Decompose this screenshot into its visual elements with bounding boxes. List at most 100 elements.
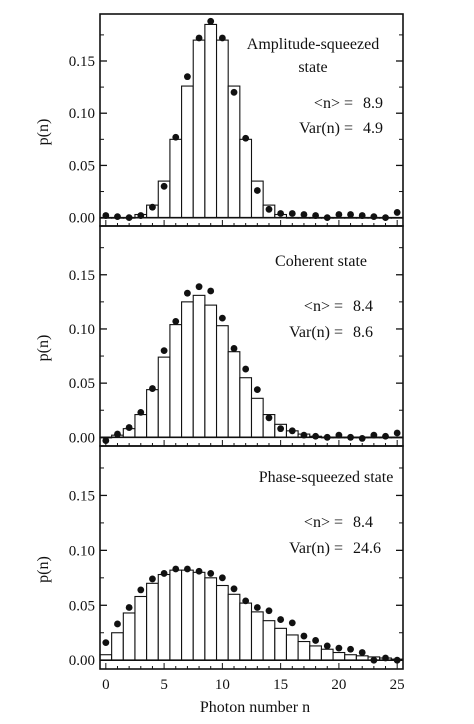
- data-point: [184, 73, 191, 81]
- y-tick-label: 0.05: [69, 376, 95, 392]
- data-point: [253, 187, 261, 194]
- data-point: [102, 639, 110, 647]
- data-point: [218, 34, 226, 42]
- panel-title: Amplitude-squeezed: [247, 36, 379, 53]
- data-point: [358, 212, 366, 219]
- bar: [204, 23, 218, 219]
- bar: [122, 612, 136, 661]
- mean-label: <n> =: [304, 298, 343, 315]
- x-axis-label: Photon number n: [200, 699, 310, 716]
- data-point: [207, 287, 215, 295]
- bar: [157, 356, 171, 438]
- data-point: [172, 565, 180, 573]
- data-point: [242, 134, 250, 142]
- data-point: [125, 604, 133, 611]
- data-point: [323, 433, 331, 441]
- bar: [215, 325, 229, 438]
- data-point: [125, 214, 133, 222]
- bar: [146, 389, 159, 438]
- mean-label: <n> =: [314, 95, 353, 112]
- data-point: [312, 432, 319, 440]
- data-point: [149, 385, 156, 392]
- data-point: [370, 656, 378, 664]
- bar: [250, 611, 264, 661]
- bar: [192, 571, 206, 661]
- data-point: [218, 314, 226, 322]
- x-tick-label: 20: [331, 677, 346, 693]
- bar: [274, 627, 288, 661]
- bar: [111, 632, 124, 661]
- data-point: [312, 212, 319, 219]
- data-point: [393, 209, 401, 216]
- data-point: [393, 429, 401, 437]
- bar: [215, 584, 229, 661]
- bar: [204, 577, 218, 661]
- data-point: [230, 585, 238, 593]
- data-point: [288, 427, 296, 435]
- data-point: [114, 620, 121, 628]
- data-point: [347, 433, 354, 441]
- y-tick-label: 0.00: [69, 653, 95, 669]
- x-tick-label: 25: [390, 677, 405, 693]
- data-point: [125, 424, 133, 431]
- y-tick-label: 0.10: [69, 106, 95, 122]
- data-point: [335, 644, 343, 652]
- data-point: [149, 575, 156, 583]
- data-point: [288, 210, 296, 217]
- mean-label: <n> =: [304, 514, 343, 531]
- bar: [192, 294, 206, 438]
- data-point: [300, 632, 308, 640]
- data-point: [277, 425, 285, 433]
- data-point: [277, 616, 285, 623]
- bar: [227, 593, 241, 661]
- bar: [181, 569, 194, 661]
- y-tick-label: 0.05: [69, 598, 95, 614]
- var-value: 24.6: [353, 540, 381, 557]
- axes-layer: 0.00 0.05 0.10 0.15 p(n) Amplitude-squeezed st…: [35, 13, 405, 693]
- data-point: [370, 431, 378, 439]
- data-point: [300, 431, 308, 439]
- data-point: [265, 205, 273, 213]
- bar: [309, 645, 322, 661]
- bar: [169, 324, 183, 438]
- var-label: Var(n) =: [289, 324, 343, 341]
- bar: [239, 602, 253, 661]
- data-point: [277, 210, 285, 217]
- panel-2: 0.00 0.05 0.10 0.15 p(n) Coherent state <n> = 8…: [35, 225, 404, 447]
- data-point: [207, 570, 215, 577]
- data-point: [382, 654, 389, 662]
- data-point: [160, 182, 168, 190]
- data-point: [347, 211, 354, 218]
- data-point: [160, 570, 168, 577]
- data-point: [335, 431, 343, 439]
- bar: [239, 138, 253, 219]
- data-point: [358, 435, 366, 442]
- bar: [239, 377, 253, 438]
- data-point: [160, 347, 168, 355]
- data-point: [242, 597, 250, 605]
- y-tick-label: 0.15: [69, 54, 95, 70]
- y-tick-label: 0.10: [69, 322, 95, 338]
- data-point: [195, 34, 203, 42]
- data-point: [253, 604, 261, 611]
- y-axis-label: p(n): [35, 119, 52, 146]
- data-point: [242, 365, 250, 373]
- x-tick-label: 0: [102, 677, 110, 693]
- bar: [250, 180, 264, 219]
- panel-title: state: [298, 59, 327, 76]
- data-point: [265, 414, 273, 422]
- data-point: [323, 642, 331, 650]
- mean-value: 8.4: [353, 298, 373, 315]
- bar: [181, 85, 194, 219]
- data-point: [114, 213, 121, 221]
- var-value: 8.6: [353, 324, 373, 341]
- y-tick-label: 0.00: [69, 211, 95, 227]
- bar: [227, 351, 241, 438]
- bar: [250, 397, 264, 438]
- mean-value: 8.9: [363, 95, 383, 112]
- bar: [297, 640, 311, 661]
- data-point: [230, 88, 238, 96]
- bar: [157, 573, 171, 661]
- data-point: [195, 567, 203, 575]
